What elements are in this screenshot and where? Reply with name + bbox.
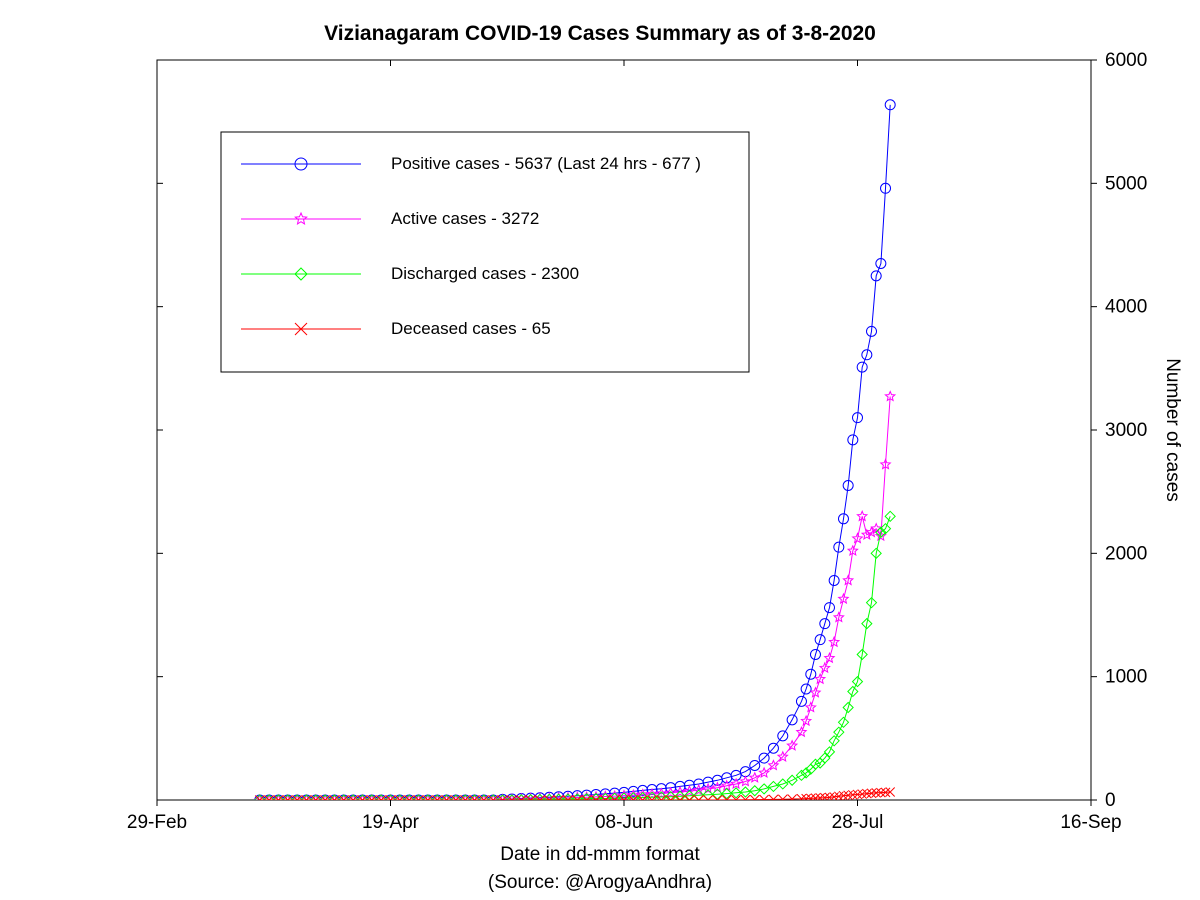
y-tick-label: 3000 [1105, 420, 1147, 441]
x-tick-label: 19-Apr [362, 812, 420, 833]
legend-item-label: Positive cases - 5637 (Last 24 hrs - 677… [391, 154, 701, 173]
y-tick-label: 6000 [1105, 50, 1147, 71]
y-tick-label: 0 [1105, 790, 1116, 811]
x-axis-label: Date in dd-mmm format [500, 844, 700, 865]
chart-title: Vizianagaram COVID-19 Cases Summary as o… [324, 22, 876, 45]
x-tick-label: 16-Sep [1060, 812, 1121, 833]
y-tick-label: 2000 [1105, 543, 1147, 564]
legend-item-label: Active cases - 3272 [391, 209, 539, 228]
legend-item-label: Deceased cases - 65 [391, 319, 551, 338]
x-tick-label: 29-Feb [127, 812, 187, 833]
x-tick-label: 28-Jul [832, 812, 884, 833]
y-tick-label: 4000 [1105, 297, 1147, 318]
source-label: (Source: @ArogyaAndhra) [488, 872, 712, 893]
y-tick-label: 1000 [1105, 667, 1147, 688]
legend-item-label: Discharged cases - 2300 [391, 264, 579, 283]
chart-container: Vizianagaram COVID-19 Cases Summary as o… [0, 0, 1200, 900]
x-tick-label: 08-Jun [595, 812, 653, 833]
chart-svg: Vizianagaram COVID-19 Cases Summary as o… [0, 0, 1200, 900]
y-tick-label: 5000 [1105, 173, 1147, 194]
y-axis-label: Number of cases [1162, 358, 1183, 502]
